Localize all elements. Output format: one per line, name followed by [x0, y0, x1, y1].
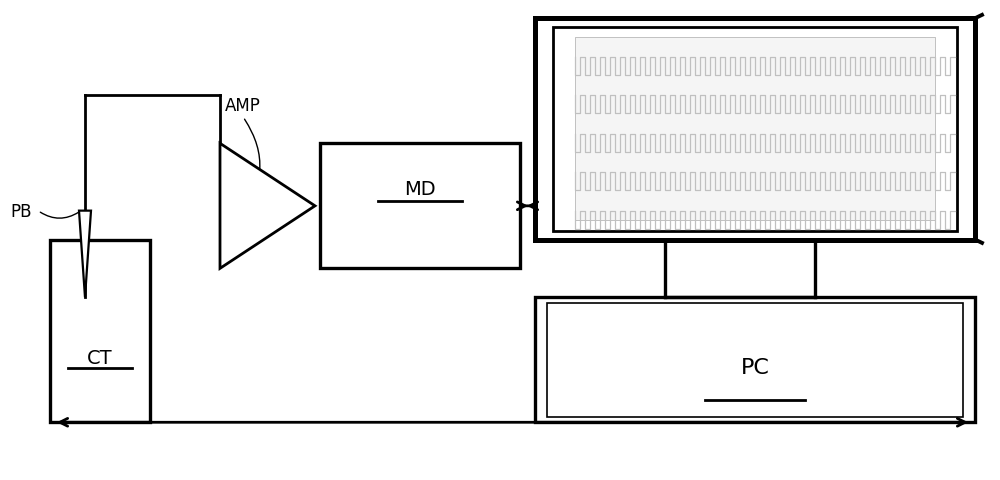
Text: AMP: AMP [225, 97, 261, 115]
Bar [535, 19, 975, 240]
Text: PC: PC [741, 357, 769, 377]
Bar [547, 303, 963, 417]
Bar [553, 28, 957, 231]
Text: PB: PB [10, 202, 32, 220]
Bar [535, 298, 975, 422]
Text: CT: CT [87, 348, 113, 367]
Polygon shape [79, 211, 91, 298]
Bar [320, 144, 520, 269]
Bar [575, 38, 935, 221]
Text: MD: MD [404, 180, 436, 199]
Polygon shape [220, 144, 315, 269]
Bar [50, 240, 150, 422]
